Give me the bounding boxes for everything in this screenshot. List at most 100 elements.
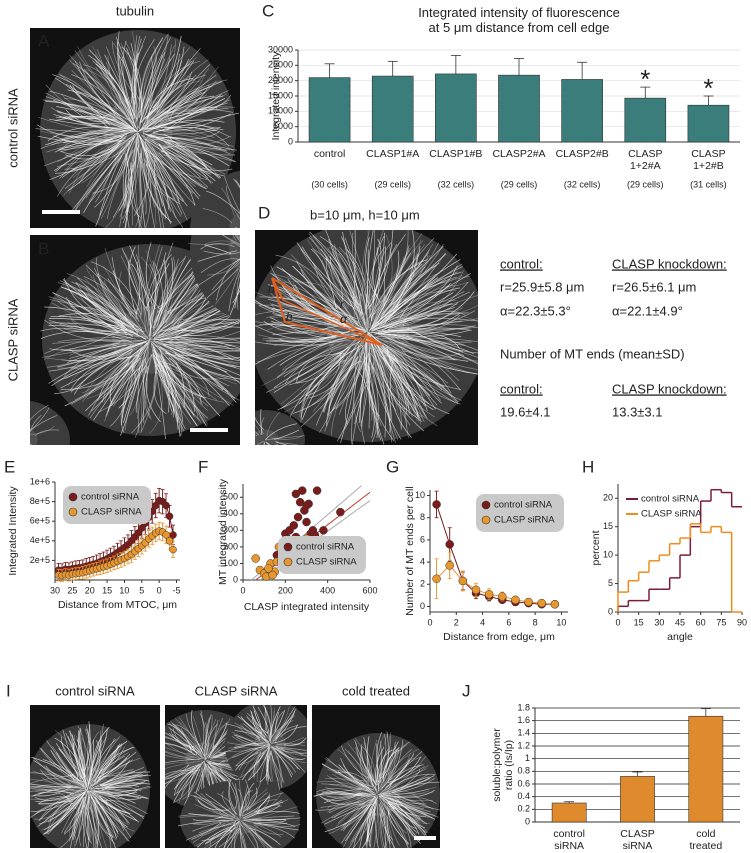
- microtubule: [226, 747, 264, 762]
- microtubule: [165, 747, 198, 755]
- microtubule: [389, 753, 415, 781]
- microtubule: [391, 798, 433, 801]
- microtubule: [104, 799, 130, 825]
- microtubule: [271, 435, 304, 440]
- microtubule: [249, 180, 250, 214]
- microtubule: [246, 713, 263, 735]
- x-tick-label: CLASP2#B: [556, 148, 609, 160]
- y-tick-label: 15000: [268, 90, 293, 100]
- microtubule: [99, 760, 130, 786]
- microtubule: [273, 349, 345, 388]
- microtubule: [50, 316, 133, 337]
- microtubule: [165, 771, 194, 789]
- microtubule: [85, 357, 141, 412]
- bar: [371, 75, 414, 143]
- microtubule: [269, 337, 336, 342]
- microtubule: [159, 74, 205, 122]
- microtubule: [371, 345, 438, 427]
- legend-box: [278, 536, 366, 574]
- microtubule: [160, 274, 194, 316]
- microtubule: [90, 803, 97, 848]
- microtubule: [39, 747, 82, 786]
- cell-count: (29 cells): [501, 179, 538, 189]
- microtubule: [38, 116, 133, 133]
- microtubule: [35, 429, 60, 436]
- microtubule: [65, 297, 131, 332]
- microtubule: [352, 232, 366, 321]
- microtubule: [17, 399, 20, 433]
- microtubule: [245, 715, 266, 739]
- microtubule: [371, 343, 399, 441]
- overlay-label: b: [268, 282, 275, 296]
- microtubule: [157, 319, 233, 341]
- microtubule: [41, 777, 78, 788]
- x-tick-label: CLASP siRNA: [620, 828, 654, 852]
- microtubule: [338, 252, 357, 310]
- microtubule: [395, 795, 424, 809]
- microtubule: [250, 250, 253, 319]
- legend-label: CLASP siRNA: [81, 507, 142, 518]
- microtubule: [129, 165, 142, 219]
- microtubule: [312, 235, 362, 316]
- microtubule: [157, 66, 219, 126]
- microtubule: [107, 55, 134, 124]
- microtubule: [194, 803, 230, 818]
- panel-letter: J: [462, 681, 471, 700]
- microtubule: [199, 713, 208, 760]
- microtubule: [380, 262, 440, 319]
- data-point: [289, 521, 299, 530]
- y-tick-label: 6: [420, 534, 425, 544]
- microtubule: [84, 728, 92, 788]
- microtubule: [368, 336, 396, 443]
- microtubule: [223, 820, 240, 848]
- microtubule: [153, 112, 239, 133]
- microtubule: [142, 133, 227, 185]
- x-tick-label: 75: [716, 617, 726, 627]
- microtubule: [331, 250, 361, 320]
- microtubule: [283, 342, 343, 377]
- panel-title: b=10 μm, h=10 μm: [310, 207, 420, 222]
- microtubule: [235, 179, 240, 188]
- microtubule: [322, 260, 364, 314]
- microtubule: [308, 233, 366, 329]
- y-tick-label: 0.8: [517, 766, 530, 776]
- microtubule: [389, 290, 457, 312]
- microtubule: [83, 155, 123, 213]
- microtubule: [378, 752, 411, 795]
- microtubule: [276, 343, 334, 378]
- microtubule: [238, 825, 246, 848]
- microtubule: [145, 57, 197, 111]
- x-tick-label: 20: [85, 585, 95, 595]
- microtubule: [118, 271, 138, 320]
- y-tick-label: 0.4: [517, 791, 530, 801]
- data-point: [302, 517, 311, 527]
- x-tick-label: control siRNA: [553, 828, 585, 852]
- microtubule: [70, 318, 127, 335]
- microtubule: [266, 746, 272, 782]
- microtubule: [171, 733, 203, 758]
- x-tick-label: 60: [696, 617, 706, 627]
- overlay-label: α: [340, 312, 348, 326]
- microtubule: [90, 730, 102, 780]
- microtubule: [30, 414, 42, 433]
- microtubule: [215, 258, 240, 301]
- microtubule: [388, 806, 430, 825]
- data-point: [251, 554, 260, 563]
- microtubule: [94, 58, 135, 129]
- data-point: [162, 501, 170, 510]
- microtubule: [240, 820, 273, 848]
- microtubule: [273, 340, 361, 393]
- microtubule: [326, 791, 362, 799]
- microtubule: [228, 779, 238, 815]
- microtubule: [253, 824, 284, 835]
- microtubule: [223, 742, 256, 753]
- microtubule: [266, 199, 294, 221]
- microtubule: [380, 350, 446, 392]
- microtubule: [174, 352, 230, 407]
- microtubule: [95, 61, 132, 108]
- microtubule: [139, 58, 172, 115]
- microtubule: [363, 742, 378, 794]
- microtubule: [138, 57, 157, 119]
- microtubule: [122, 133, 138, 224]
- microtubule: [196, 258, 240, 287]
